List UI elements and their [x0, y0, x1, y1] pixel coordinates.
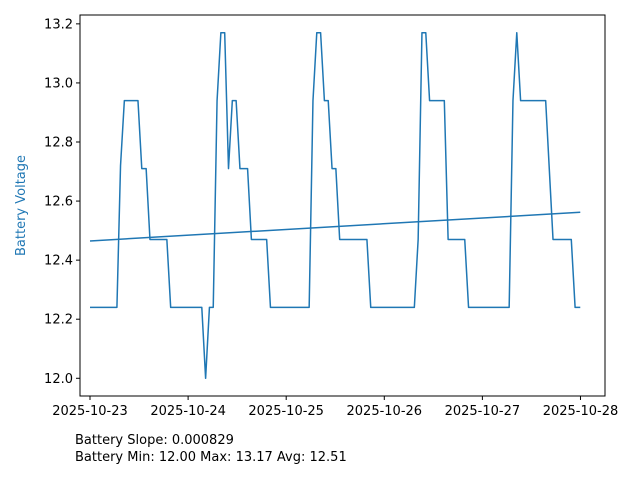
y-tick-label: 12.4	[44, 254, 73, 269]
battery-voltage-line	[90, 31, 581, 380]
y-axis: 12.0 12.2 12.4 12.6 12.8 13.0 13.2	[44, 17, 80, 387]
x-tick-label: 2025-10-23	[52, 404, 128, 419]
x-tick-label: 2025-10-25	[248, 404, 324, 419]
series-layer	[89, 31, 581, 380]
x-axis: 2025-10-23 2025-10-24 2025-10-25 2025-10-26…	[52, 396, 618, 419]
x-tick-label: 2025-10-27	[445, 404, 521, 419]
x-tick-label: 2025-10-26	[347, 404, 423, 419]
y-tick-label: 12.2	[44, 313, 73, 328]
plot-frame	[79, 14, 606, 397]
battery-stats-text: Battery Min: 12.00 Max: 13.17 Avg: 12.51	[75, 450, 347, 465]
y-axis-label: Battery Voltage	[14, 155, 29, 256]
x-tick-label: 2025-10-24	[150, 404, 226, 419]
y-tick-label: 12.0	[44, 372, 73, 387]
y-tick-label: 13.2	[44, 17, 73, 32]
battery-slope-text: Battery Slope: 0.000829	[75, 433, 234, 448]
y-tick-label: 13.0	[44, 76, 73, 91]
y-tick-label: 12.8	[44, 136, 73, 151]
trend-line	[89, 211, 581, 242]
x-tick-label: 2025-10-28	[543, 404, 619, 419]
y-tick-label: 12.6	[44, 195, 73, 210]
